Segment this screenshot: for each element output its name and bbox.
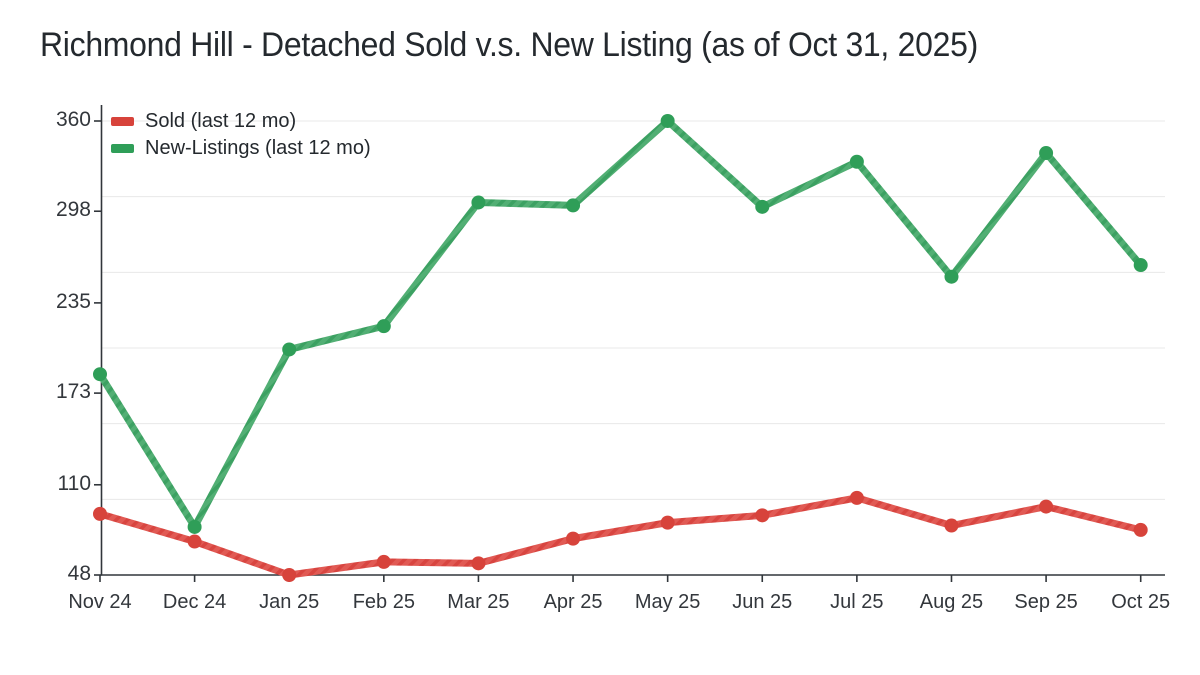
x-tick-label: Aug 25 (920, 591, 983, 613)
x-tick-label: Sep 25 (1014, 591, 1077, 613)
x-tick-label: Oct 25 (1111, 591, 1170, 613)
x-tick-label: May 25 (635, 591, 701, 613)
data-point (660, 515, 675, 530)
data-point (376, 319, 391, 334)
y-tick-label: 360 (56, 108, 91, 131)
series-line-sold (96, 494, 1145, 579)
data-point (566, 198, 581, 213)
data-point (1039, 146, 1054, 161)
data-point (944, 269, 959, 284)
data-point (849, 154, 864, 169)
x-tick-label: Jan 25 (259, 591, 319, 613)
data-point (93, 506, 107, 521)
chart-title: Richmond Hill - Detached Sold v.s. New L… (40, 26, 978, 64)
data-point (282, 342, 297, 357)
x-tick-label: Nov 24 (68, 591, 131, 613)
y-tick-label: 235 (56, 290, 91, 313)
x-tick-label: Jun 25 (732, 591, 792, 613)
data-point (471, 195, 486, 210)
data-point (471, 556, 486, 571)
legend-item-sold[interactable]: Sold (last 12 mo) (111, 108, 371, 135)
data-point (1039, 499, 1054, 514)
x-tick-label: Feb 25 (353, 591, 415, 613)
data-point (93, 367, 107, 382)
y-tick-label: 110 (58, 472, 91, 495)
data-point (944, 518, 959, 533)
x-tick-label: Dec 24 (163, 591, 226, 613)
legend-label-sold: Sold (last 12 mo) (145, 110, 297, 132)
y-tick-label: 173 (56, 380, 91, 403)
data-point (566, 531, 581, 546)
data-point (187, 534, 202, 549)
data-point (1133, 258, 1148, 273)
data-point (755, 199, 770, 214)
x-tick-label: Jul 25 (830, 591, 883, 613)
data-point (755, 508, 770, 523)
data-point (187, 519, 202, 534)
data-point (660, 114, 675, 128)
y-tick-label: 298 (56, 198, 91, 221)
legend-swatch-new-listings-icon (111, 144, 134, 153)
data-point (849, 490, 864, 505)
legend-label-new-listings: New-Listings (last 12 mo) (145, 137, 371, 159)
data-point (376, 554, 391, 569)
x-tick-label: Mar 25 (447, 591, 509, 613)
y-tick-label: 48 (68, 562, 91, 585)
data-point (1133, 522, 1148, 537)
legend: Sold (last 12 mo) New-Listings (last 12 … (111, 108, 371, 162)
legend-swatch-sold-icon (111, 117, 134, 126)
series-line-new-listings (96, 117, 1145, 531)
x-tick-label: Apr 25 (544, 591, 603, 613)
data-point (282, 568, 297, 582)
legend-item-new-listings[interactable]: New-Listings (last 12 mo) (111, 135, 371, 162)
